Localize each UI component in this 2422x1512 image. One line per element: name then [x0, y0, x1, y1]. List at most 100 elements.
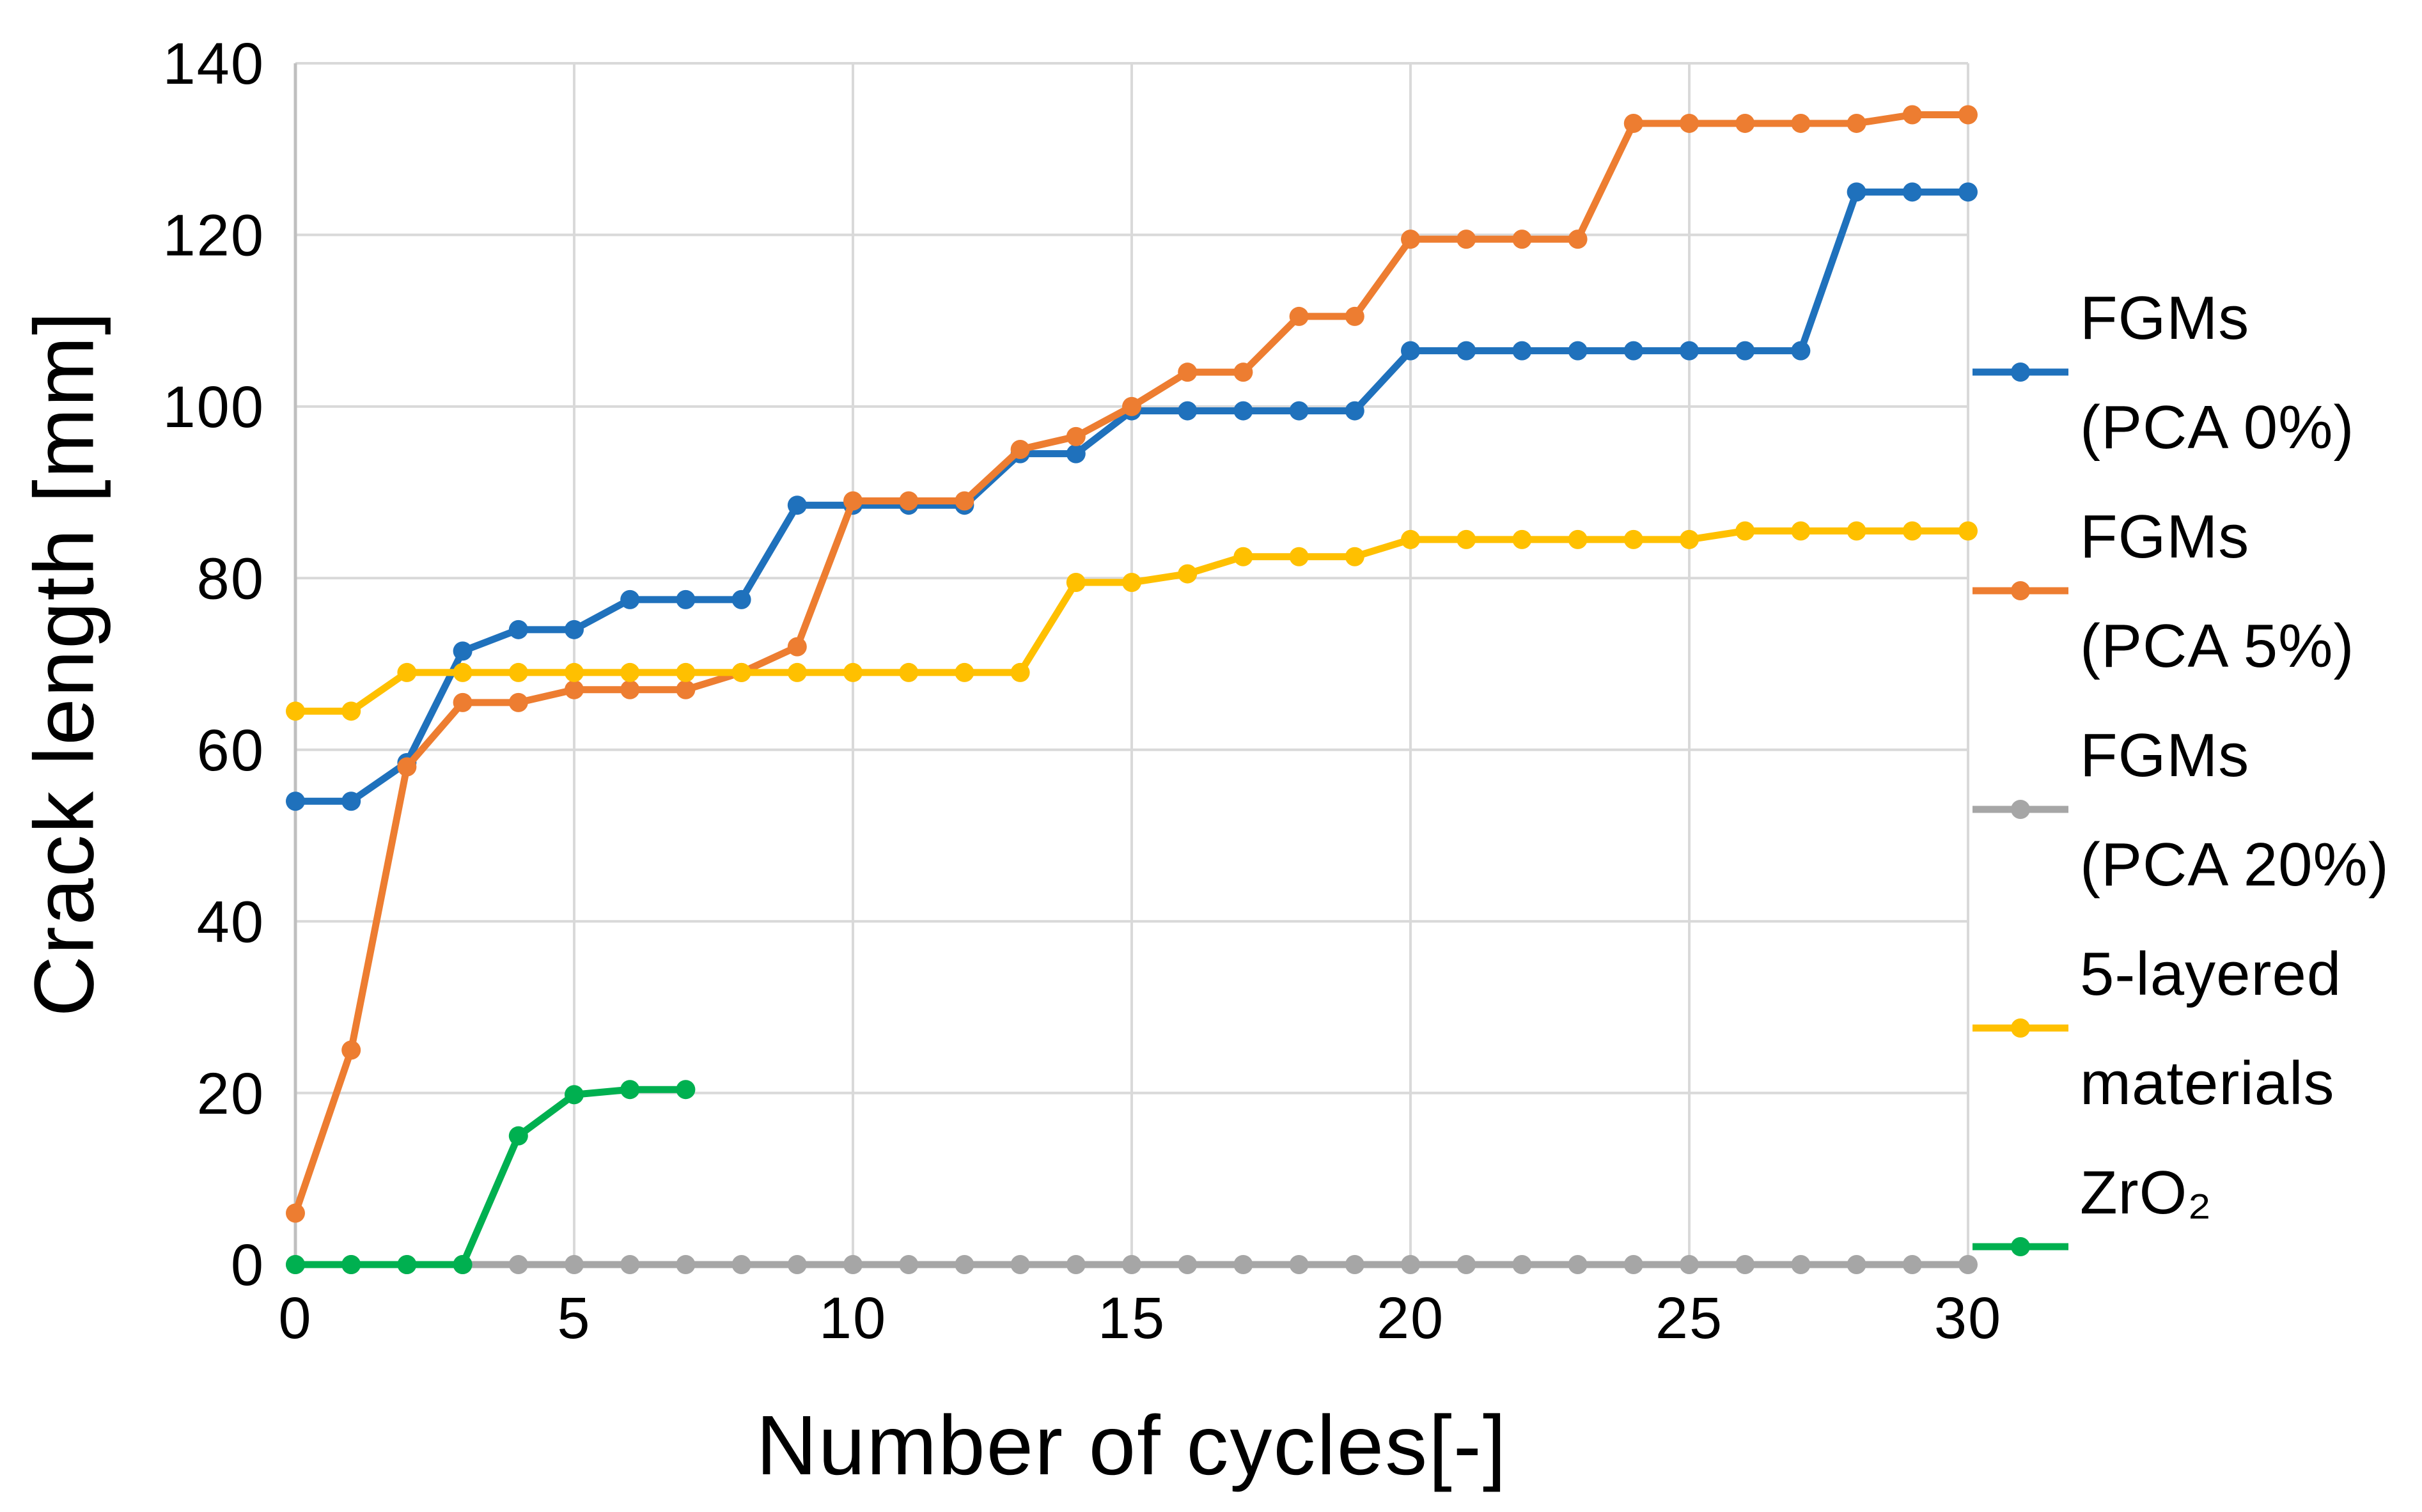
data-point-5-layered-materials-x9	[787, 662, 807, 682]
legend-marker-fgms-pca-0	[1973, 308, 2068, 417]
data-point-zro-x4	[508, 1126, 528, 1146]
data-point-fgms-pca-5-x16	[1178, 362, 1198, 382]
data-point-fgms-pca-20-x13	[1010, 1255, 1030, 1274]
data-point-5-layered-materials-x11	[899, 662, 919, 682]
data-point-5-layered-materials-x8	[731, 662, 751, 682]
x-tick-label-20: 20	[1377, 1286, 1444, 1351]
data-point-zro-x5	[565, 1085, 584, 1105]
y-tick-label-80: 80	[197, 546, 265, 611]
data-point-fgms-pca-5-x20	[1401, 230, 1420, 249]
data-point-5-layered-materials-x17	[1233, 547, 1253, 566]
legend-label-fgms-pca-20: FGMs (PCA 20%)	[2080, 721, 2389, 899]
data-point-fgms-pca-5-x2	[397, 757, 417, 777]
data-point-5-layered-materials-x1	[341, 701, 361, 721]
data-point-fgms-pca-5-x11	[899, 491, 919, 511]
data-point-5-layered-materials-x25	[1680, 529, 1699, 549]
data-point-fgms-pca-0-x4	[508, 620, 528, 639]
x-tick-label-0: 0	[278, 1286, 312, 1351]
data-point-fgms-pca-20-x11	[899, 1255, 919, 1274]
y-tick-label-60: 60	[197, 718, 265, 783]
data-point-fgms-pca-5-x25	[1680, 113, 1699, 133]
legend-label-fgms-pca-0: FGMs (PCA 0%)	[2080, 284, 2355, 462]
y-tick-label-100: 100	[163, 375, 265, 440]
data-point-fgms-pca-0-x20	[1401, 341, 1420, 361]
data-point-fgms-pca-0-x16	[1178, 401, 1198, 421]
data-point-fgms-pca-20-x28	[1847, 1255, 1866, 1274]
data-point-5-layered-materials-x26	[1735, 521, 1755, 541]
legend-marker-zro	[1973, 1182, 2068, 1291]
data-point-fgms-pca-5-x28	[1847, 113, 1866, 133]
data-point-fgms-pca-5-x22	[1512, 230, 1532, 249]
data-point-fgms-pca-20-x25	[1680, 1255, 1699, 1274]
legend-item-fgms-pca-5: FGMs (PCA 5%)	[1973, 482, 2420, 701]
legend-item-fgms-pca-0: FGMs (PCA 0%)	[1973, 263, 2420, 482]
data-point-fgms-pca-5-x27	[1791, 113, 1811, 133]
data-point-fgms-pca-0-x1	[341, 791, 361, 811]
data-point-fgms-pca-5-x0	[286, 1203, 305, 1223]
data-series	[286, 105, 1978, 1274]
data-point-fgms-pca-5-x23	[1568, 230, 1588, 249]
legend-item-5-layered-materials: 5-layered materials	[1973, 919, 2420, 1138]
data-point-fgms-pca-0-x23	[1568, 341, 1588, 361]
data-point-5-layered-materials-x23	[1568, 529, 1588, 549]
data-point-5-layered-materials-x27	[1791, 521, 1811, 541]
data-point-zro-x6	[620, 1080, 640, 1100]
data-point-5-layered-materials-x30	[1958, 521, 1978, 541]
data-point-fgms-pca-5-x18	[1289, 306, 1309, 326]
series-fgms-pca-20	[286, 1255, 1978, 1274]
data-point-5-layered-materials-x15	[1122, 572, 1141, 592]
data-point-fgms-pca-0-x28	[1847, 182, 1866, 202]
data-point-fgms-pca-20-x24	[1623, 1255, 1643, 1274]
data-point-fgms-pca-0-x14	[1066, 444, 1086, 464]
data-point-5-layered-materials-x29	[1902, 521, 1922, 541]
legend-marker-fgms-pca-5	[1973, 526, 2068, 635]
data-point-fgms-pca-5-x5	[565, 680, 584, 699]
series-5-layered-materials	[286, 521, 1978, 721]
series-fgms-pca-5	[286, 105, 1978, 1223]
data-point-5-layered-materials-x5	[565, 662, 584, 682]
y-tick-label-20: 20	[197, 1061, 265, 1126]
data-point-fgms-pca-0-x22	[1512, 341, 1532, 361]
y-axis-tick-labels: 0 20 40 60 80 100 120 140	[163, 31, 265, 1298]
x-tick-label-10: 10	[819, 1286, 887, 1351]
data-point-fgms-pca-20-x5	[565, 1255, 584, 1274]
data-point-fgms-pca-0-x8	[731, 589, 751, 609]
data-point-5-layered-materials-x20	[1401, 529, 1420, 549]
series-zro	[286, 1080, 696, 1274]
data-point-fgms-pca-20-x27	[1791, 1255, 1811, 1274]
data-point-5-layered-materials-x6	[620, 662, 640, 682]
data-point-fgms-pca-20-x30	[1958, 1255, 1978, 1274]
data-point-fgms-pca-20-x18	[1289, 1255, 1309, 1274]
data-point-fgms-pca-20-x14	[1066, 1255, 1086, 1274]
data-point-5-layered-materials-x21	[1457, 529, 1476, 549]
data-point-5-layered-materials-x18	[1289, 547, 1309, 566]
data-point-fgms-pca-0-x27	[1791, 341, 1811, 361]
data-point-fgms-pca-5-x26	[1735, 113, 1755, 133]
data-point-fgms-pca-20-x15	[1122, 1255, 1141, 1274]
data-point-fgms-pca-0-x0	[286, 791, 305, 811]
data-point-fgms-pca-5-x12	[955, 491, 974, 511]
y-tick-label-40: 40	[197, 889, 265, 955]
data-point-fgms-pca-5-x14	[1066, 426, 1086, 446]
data-point-fgms-pca-0-x21	[1457, 341, 1476, 361]
data-point-fgms-pca-20-x26	[1735, 1255, 1755, 1274]
data-point-fgms-pca-0-x25	[1680, 341, 1699, 361]
data-point-5-layered-materials-x0	[286, 701, 305, 721]
x-tick-label-30: 30	[1934, 1286, 2002, 1351]
x-tick-label-15: 15	[1098, 1286, 1166, 1351]
data-point-5-layered-materials-x28	[1847, 521, 1866, 541]
data-point-fgms-pca-20-x20	[1401, 1255, 1420, 1274]
legend-marker-5-layered-materials	[1973, 963, 2068, 1073]
data-point-fgms-pca-0-x9	[787, 495, 807, 515]
data-point-fgms-pca-20-x23	[1568, 1255, 1588, 1274]
data-point-fgms-pca-5-x1	[341, 1040, 361, 1060]
data-point-fgms-pca-20-x9	[787, 1255, 807, 1274]
data-point-fgms-pca-20-x16	[1178, 1255, 1198, 1274]
data-point-fgms-pca-0-x5	[565, 620, 584, 639]
data-point-5-layered-materials-x13	[1010, 662, 1030, 682]
x-tick-label-25: 25	[1655, 1286, 1723, 1351]
data-point-5-layered-materials-x3	[453, 662, 473, 682]
data-point-zro-x7	[676, 1080, 696, 1100]
legend-item-zro: ZrO₂	[1973, 1138, 2420, 1291]
data-point-fgms-pca-5-x21	[1457, 230, 1476, 249]
